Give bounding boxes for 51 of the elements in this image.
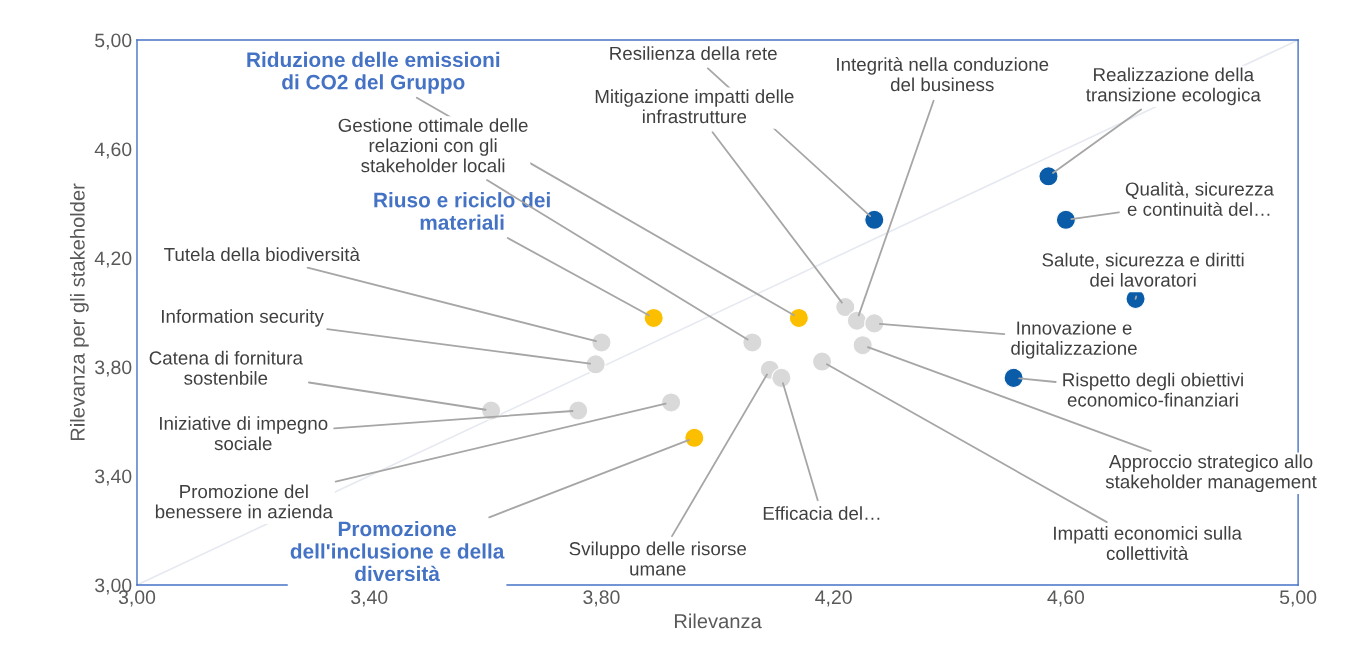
- point: [742, 332, 763, 353]
- point: [811, 351, 833, 372]
- point: [864, 209, 885, 230]
- annotation: Qualità, sicurezza e continuità del…: [1125, 181, 1274, 216]
- annotation: Impatti economici sulla collettività: [1054, 526, 1242, 561]
- annotation: Gestione ottimale delle relazioni con gli stakeholder locali: [338, 118, 528, 173]
- annotation: Promozione del benessere in azienda: [155, 484, 333, 519]
- point: [771, 367, 792, 389]
- annotation: Salute, sicurezza e diritti dei lavoratori: [1042, 252, 1244, 287]
- point: [643, 307, 664, 329]
- y-tick-label: 4,20: [94, 251, 132, 268]
- y-tick-label: 3,80: [95, 360, 132, 377]
- x-axis-title: Rilevanza: [674, 613, 762, 629]
- point: [585, 354, 606, 375]
- point: [591, 332, 612, 353]
- annotation: Efficacia del…: [763, 506, 880, 520]
- x-tick-label: 3,40: [351, 590, 388, 607]
- annotation: Innovazione e digitalizzazione: [1011, 320, 1137, 359]
- y-tick-label: 5,00: [95, 33, 132, 50]
- annotation: Realizzazione della transizione ecologica: [1086, 67, 1261, 106]
- point: [660, 392, 682, 413]
- annotation: Mitigazione impatti delle infrastrutture: [595, 89, 794, 124]
- annotation: Riduzione delle emissioni di CO2 del Gruppo: [247, 51, 500, 94]
- point: [788, 307, 809, 329]
- point: [1003, 367, 1024, 389]
- x-tick-label: 4,20: [815, 590, 852, 607]
- annotation: Riuso e riciclo dei materiali: [374, 192, 550, 230]
- annotation: Information security: [162, 309, 324, 327]
- x-tick-label: 3,80: [583, 590, 620, 607]
- annotation: Iniziative di impegno sociale: [160, 416, 328, 451]
- point: [568, 400, 589, 421]
- annotation: Promozione dell'inclusione e della diversità: [290, 520, 505, 582]
- point: [835, 296, 856, 318]
- x-tick-label: 5,00: [1279, 590, 1317, 607]
- y-axis-title: Rilevanza per gli stakeholder: [69, 183, 89, 441]
- point: [1038, 166, 1059, 187]
- y-tick-label: 3,40: [95, 469, 132, 486]
- point: [864, 313, 885, 334]
- point: [852, 335, 873, 356]
- point: [846, 310, 868, 331]
- y-tick-label: 4,60: [94, 142, 132, 159]
- point: [684, 427, 705, 448]
- annotation: Approccio strategico allo stakeholder management: [1105, 454, 1317, 493]
- point: [1055, 209, 1077, 230]
- annotation: Catena di fornitura sostenbile: [149, 350, 303, 385]
- annotation: Sviluppo delle risorse umane: [569, 541, 747, 576]
- annotation: Resilienza della rete: [610, 46, 777, 61]
- x-tick-label: 4,60: [1047, 590, 1085, 607]
- annotation: Tutela della biodiversità: [164, 247, 360, 262]
- annotation: Integrità nella conduzione del business: [837, 57, 1049, 92]
- annotation: Rispetto degli obiettivi economico-finanziari: [1063, 372, 1243, 407]
